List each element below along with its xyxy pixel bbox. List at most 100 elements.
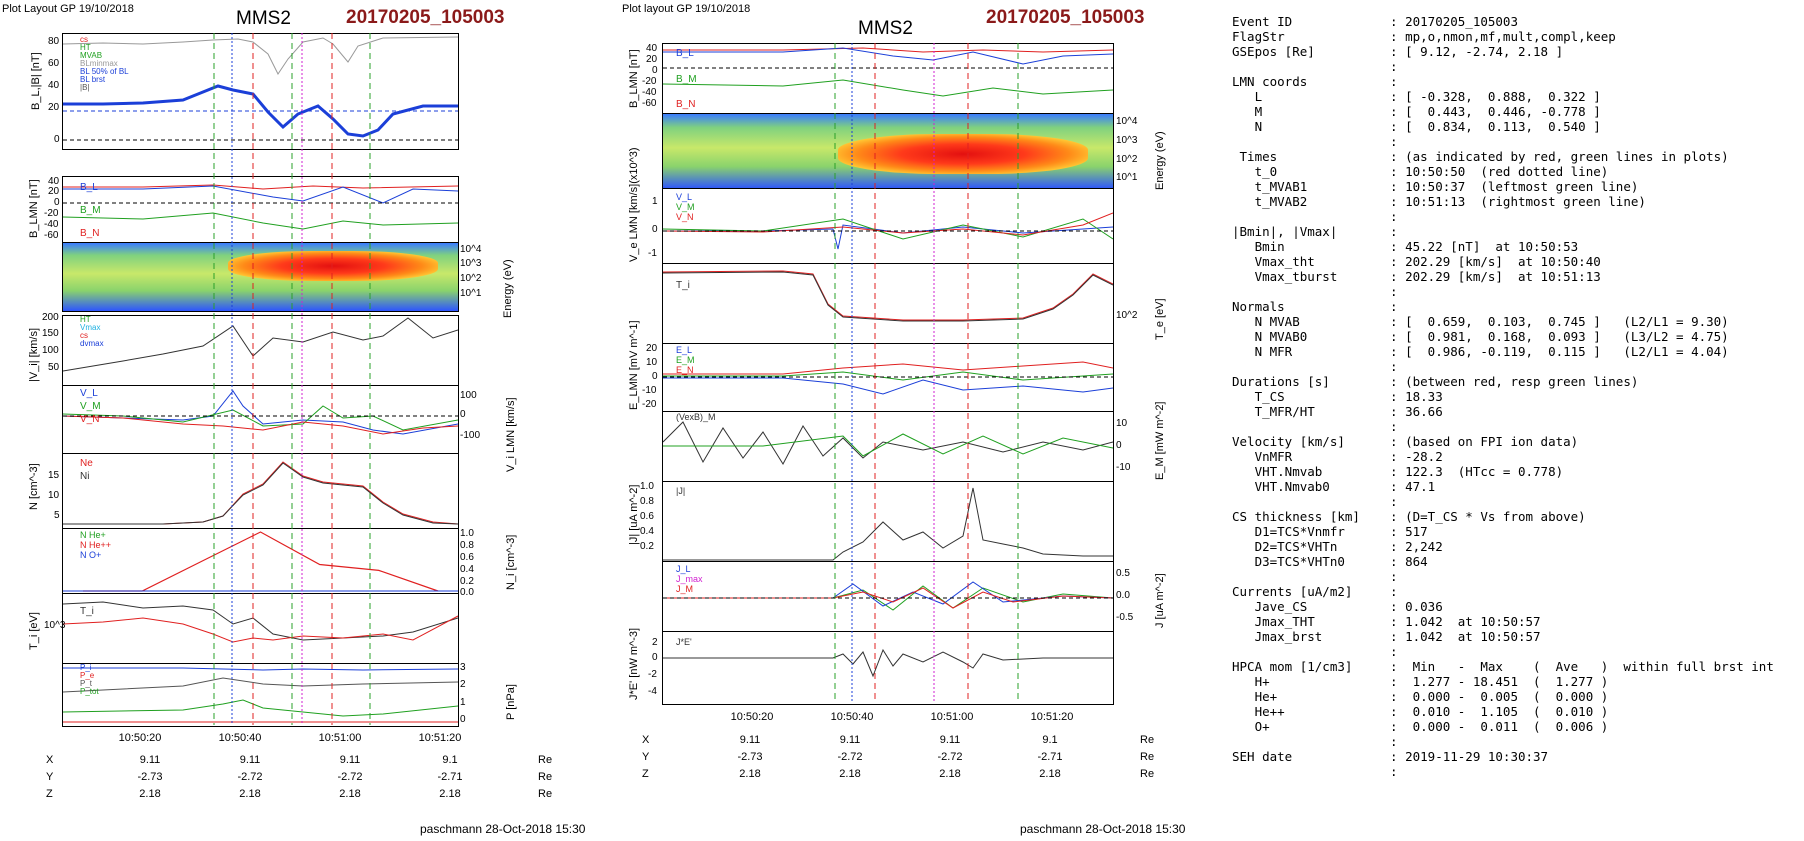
summary-row: Jmax_brst : 1.042 at 10:50:57 (1232, 629, 1541, 644)
summary-row: VHT.Nmvab0 : 47.1 (1232, 479, 1436, 494)
right-blmn-tick: -20 (642, 76, 657, 87)
left-blmn-ylabel: B_LMN [nT] (28, 179, 40, 238)
summary-row: O+ : 0.000 - 0.011 ( 0.006 ) (1232, 719, 1609, 734)
left-time-tick: 10:50:20 (118, 732, 162, 744)
right-panel-blmn (662, 43, 1114, 115)
left-bl-tick: 40 (48, 80, 60, 91)
left-vi-legend: cs (80, 331, 88, 340)
left-p-ylabel: P [nPa] (505, 684, 517, 720)
right-spec-ylabel: Energy (eV) (1154, 131, 1166, 190)
left-n-tick: 10 (48, 490, 60, 501)
right-j-tick: 0.2 (640, 541, 654, 552)
left-ni-tick: 0.6 (460, 552, 474, 563)
left-coord-z: 2.18 (139, 788, 161, 800)
left-vilmn-plot (63, 390, 458, 435)
summary-row: D3=TCS*VHTn0 : 864 (1232, 554, 1428, 569)
left-blmn-legend: B_L (80, 182, 98, 193)
left-coord-label-x: X (46, 754, 54, 766)
left-panel-p (62, 663, 459, 727)
right-jlmn-plot (663, 581, 1113, 611)
right-e-ylabel: E_LMN [mV m^-1] (628, 320, 640, 410)
left-ni-legend: N He+ (80, 530, 106, 540)
right-j-tick: 1.0 (640, 481, 654, 492)
right-em-tick: -10 (1116, 462, 1131, 473)
summary-row: GSEpos [Re] : [ 9.12, -2.74, 2.18 ] (1232, 44, 1564, 59)
right-jlmn-tick: 0.5 (1116, 568, 1130, 579)
left-bl-legend: BL brst (80, 75, 106, 84)
left-p-tick: 3 (460, 662, 466, 673)
right-je-legend: J*E' (676, 637, 692, 647)
left-coord-label-z: Z (46, 788, 53, 800)
left-vi-tick: 150 (42, 328, 59, 339)
right-spec-tick: 10^2 (1116, 154, 1138, 165)
right-blmn-legend: B_L (676, 48, 694, 59)
left-time-markers (213, 33, 371, 725)
right-te-tick: 10^2 (1116, 310, 1138, 321)
right-ve-legend: V_M (676, 202, 695, 212)
left-coord-y: -2.72 (337, 771, 363, 783)
right-blmn-tick: 0 (652, 65, 658, 76)
left-coord-y: -2.72 (237, 771, 263, 783)
right-coord-y: -2.72 (837, 751, 863, 763)
summary-row: t_MVAB1 : 10:50:37 (leftmost green line) (1232, 179, 1639, 194)
left-p-tick: 1 (460, 697, 466, 708)
summary-row: : (1232, 134, 1406, 149)
left-bl-legend: cs (80, 35, 88, 44)
left-vilmn-legend: V_M (80, 401, 101, 412)
left-blmn-tick: 20 (48, 186, 60, 197)
left-vi-legend: dvmax (80, 339, 104, 348)
summary-row: : (1232, 284, 1406, 299)
left-spec-tick: 10^3 (460, 258, 482, 269)
right-ve-plot (663, 212, 1113, 250)
summary-row: N MVAB0 : [ 0.981, 0.168, 0.093 ] (L3/L2… (1232, 329, 1729, 344)
left-bl-ylabel: B_L,|B| [nT] (30, 52, 42, 110)
summary-row: Vmax_tht : 202.29 [km/s] at 10:50:40 (1232, 254, 1601, 269)
right-ve-tick: 0 (652, 224, 658, 235)
left-ni-legend: N O+ (80, 550, 102, 560)
left-vilmn-ylabel: V_i LMN [km/s] (505, 397, 517, 472)
right-coord-x: 9.11 (839, 734, 861, 746)
summary-row: : (1232, 59, 1406, 74)
summary-row: t_MVAB2 : 10:51:13 (rightmost green line… (1232, 194, 1646, 209)
left-footer: paschmann 28-Oct-2018 15:30 (420, 822, 586, 836)
right-coord-label-y: Y (642, 751, 650, 763)
right-j-tick: 0.8 (640, 496, 654, 507)
summary-row: H+ : 1.277 - 18.451 ( 1.277 ) (1232, 674, 1609, 689)
right-time-tick: 10:51:00 (930, 711, 974, 723)
right-coord-unit: Re (1140, 751, 1155, 763)
summary-row: : (1232, 644, 1406, 659)
right-time-tick: 10:50:20 (730, 711, 774, 723)
summary-row: Event ID : 20170205_105003 (1232, 14, 1518, 29)
summary-row: Bmin : 45.22 [nT] at 10:50:53 (1232, 239, 1579, 254)
left-bl-legend: |B| (80, 83, 90, 92)
left-bl-legend: BLminmax (80, 59, 118, 68)
left-vilmn-legend: V_N (80, 414, 100, 425)
left-p-legend: P_i (80, 663, 92, 672)
right-blmn-ylabel: B_LMN [nT] (628, 49, 640, 108)
right-je-tick: -2 (648, 669, 657, 680)
right-je-tick: 0 (652, 652, 658, 663)
left-coord-x: 9.11 (339, 754, 361, 766)
left-spec-tick: 10^4 (460, 244, 482, 255)
left-panel-vilmn (62, 385, 459, 455)
right-footer: paschmann 28-Oct-2018 15:30 (1020, 822, 1186, 836)
right-e-legend: E_M (676, 355, 695, 365)
summary-row: HPCA mom [1/cm3] : Min - Max ( Ave ) wit… (1232, 659, 1774, 674)
summary-row: Durations [s] : (between red, resp green… (1232, 374, 1639, 389)
summary-row: : (1232, 494, 1406, 509)
left-blmn-tick: -60 (44, 230, 59, 241)
left-bl-plot (63, 36, 458, 141)
left-vi-ylabel: |V_i| [km/s] (28, 327, 40, 382)
right-coord-y: -2.71 (1037, 751, 1063, 763)
summary-row: He+ : 0.000 - 0.005 ( 0.000 ) (1232, 689, 1609, 704)
right-em-tick: 10 (1116, 418, 1128, 429)
right-coord-unit: Re (1140, 734, 1155, 746)
right-ve-tick: -1 (648, 248, 657, 259)
left-blmn-plot (63, 184, 458, 230)
right-coord-x: 9.11 (939, 734, 961, 746)
left-p-legend: P_e (80, 671, 95, 680)
right-title: MMS2 (858, 18, 913, 39)
left-spec-tick: 10^2 (460, 273, 482, 284)
left-coord-x: 9.1 (442, 754, 458, 766)
left-coord-z: 2.18 (239, 788, 261, 800)
